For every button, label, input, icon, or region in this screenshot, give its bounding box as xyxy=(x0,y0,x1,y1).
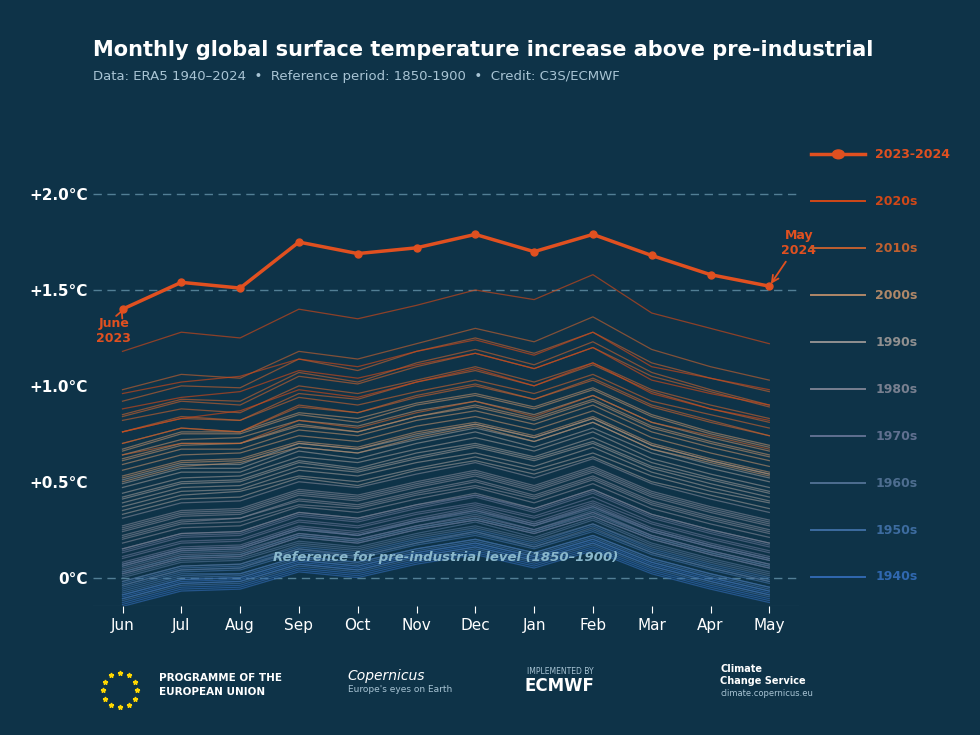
Text: 1970s: 1970s xyxy=(875,429,917,442)
Text: ECMWF: ECMWF xyxy=(524,678,594,695)
Text: 2023-2024: 2023-2024 xyxy=(875,148,951,161)
Text: 1960s: 1960s xyxy=(875,476,917,490)
Text: 1990s: 1990s xyxy=(875,336,917,348)
Text: Reference for pre-industrial level (1850–1900): Reference for pre-industrial level (1850… xyxy=(273,551,618,564)
Text: IMPLEMENTED BY: IMPLEMENTED BY xyxy=(527,667,594,676)
Text: Monthly global surface temperature increase above pre-industrial: Monthly global surface temperature incre… xyxy=(93,40,873,60)
Text: Copernicus: Copernicus xyxy=(348,669,425,684)
Text: 2010s: 2010s xyxy=(875,242,917,255)
Text: 1980s: 1980s xyxy=(875,383,917,395)
Text: 1940s: 1940s xyxy=(875,570,917,584)
Text: June
2023: June 2023 xyxy=(96,311,131,345)
Text: PROGRAMME OF THE
EUROPEAN UNION: PROGRAMME OF THE EUROPEAN UNION xyxy=(159,673,282,697)
Text: climate.copernicus.eu: climate.copernicus.eu xyxy=(720,689,813,698)
Text: May
2024: May 2024 xyxy=(772,229,816,282)
Text: 1950s: 1950s xyxy=(875,523,917,537)
Text: 2000s: 2000s xyxy=(875,289,917,302)
Text: 2020s: 2020s xyxy=(875,195,917,208)
Text: Climate
Change Service: Climate Change Service xyxy=(720,664,806,686)
Text: Europe's eyes on Earth: Europe's eyes on Earth xyxy=(348,685,452,694)
Text: Data: ERA5 1940–2024  •  Reference period: 1850-1900  •  Credit: C3S/ECMWF: Data: ERA5 1940–2024 • Reference period:… xyxy=(93,70,619,83)
